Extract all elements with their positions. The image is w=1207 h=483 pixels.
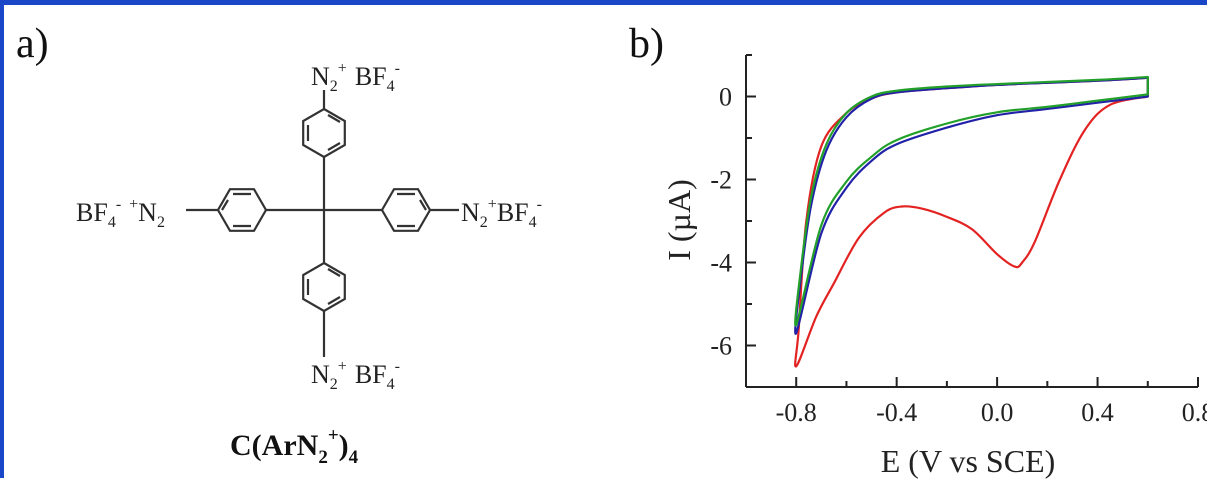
y-tick-label: -4 bbox=[710, 249, 732, 278]
cyclic-voltammogram-chart: 0 -2 -4 -6 -0.8 -0.4 0.0 0.4 0.8 E (V vs SCE) I … bbox=[661, 54, 1207, 479]
bottom-substituent: N2+ BF4- bbox=[311, 358, 400, 393]
chart-tick-labels: 0 -2 -4 -6 -0.8 -0.4 0.0 0.4 0.8 bbox=[710, 83, 1207, 428]
structure-diagram: N2+ BF4- BF4- +N2 N2+BF4- N2+ BF4- C(ArN2+)… bbox=[76, 60, 542, 468]
y-axis-label: I (µA) bbox=[661, 179, 697, 261]
y-tick-label: 0 bbox=[719, 83, 732, 112]
left-substituent: BF4- +N2 bbox=[76, 196, 165, 231]
x-tick-label: 0.4 bbox=[1081, 398, 1114, 427]
ring-bottom bbox=[302, 261, 346, 313]
panel-b-label: b) bbox=[629, 21, 664, 67]
x-tick-label: 0.0 bbox=[981, 398, 1014, 427]
x-axis-label: E (V vs SCE) bbox=[881, 443, 1056, 479]
chart-axes bbox=[745, 54, 1199, 388]
compound-formula: C(ArN2+)4 bbox=[230, 425, 359, 468]
y-tick-label: -6 bbox=[710, 332, 732, 361]
chart-curves bbox=[794, 75, 1149, 368]
ring-left bbox=[216, 188, 268, 232]
x-tick-label: -0.4 bbox=[876, 398, 917, 427]
y-tick-label: -2 bbox=[710, 166, 732, 195]
panel-a-label: a) bbox=[16, 21, 49, 67]
cv-curve-3 bbox=[794, 75, 1149, 327]
ring-top bbox=[302, 107, 346, 159]
x-tick-label: 0.8 bbox=[1182, 398, 1207, 427]
top-substituent: N2+ BF4- bbox=[311, 60, 400, 95]
right-substituent: N2+BF4- bbox=[461, 196, 542, 231]
x-tick-label: -0.8 bbox=[776, 398, 817, 427]
ring-right bbox=[380, 188, 432, 232]
